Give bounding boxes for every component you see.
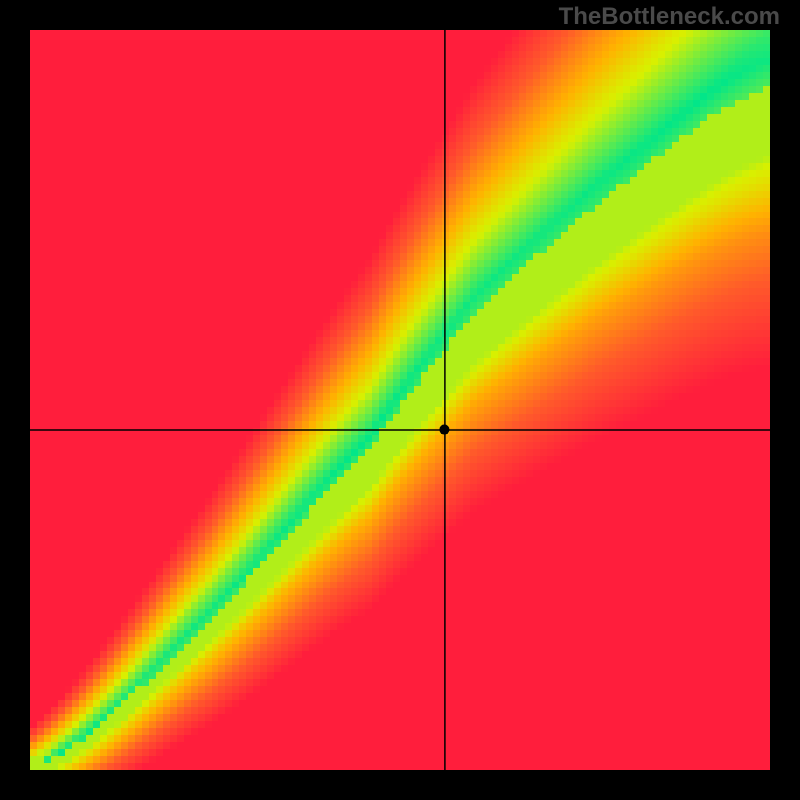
watermark-text: TheBottleneck.com — [559, 3, 780, 31]
bottleneck-heatmap-container: TheBottleneck.com — [0, 0, 800, 800]
bottleneck-heatmap — [30, 30, 770, 770]
